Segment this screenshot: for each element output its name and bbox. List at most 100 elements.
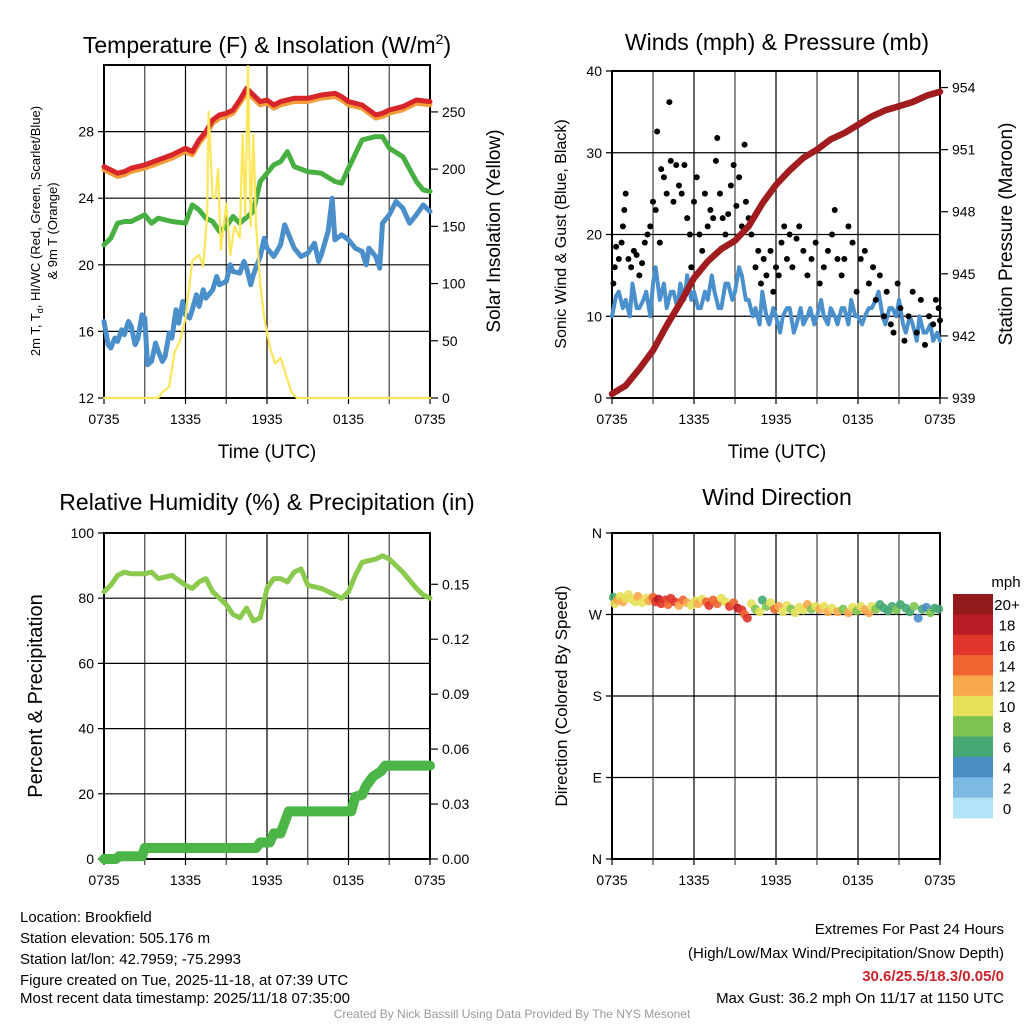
x-tick-label: 1935 bbox=[760, 872, 791, 888]
gust-point bbox=[699, 247, 706, 254]
wind-direction-point bbox=[909, 601, 919, 611]
x-tick-label: 0135 bbox=[842, 872, 873, 888]
gust-point bbox=[773, 264, 779, 271]
colorbar-label: 20+ bbox=[994, 597, 1020, 614]
y2-tick-label: 948 bbox=[952, 204, 976, 220]
wind-direction-y-label: Direction (Colored By Speed) bbox=[552, 585, 571, 806]
gust-point bbox=[684, 215, 691, 222]
temperature-chart-title: Temperature (F) & Insolation (W/m2) bbox=[83, 31, 451, 58]
gust-point bbox=[710, 215, 717, 222]
td-line bbox=[101, 134, 433, 248]
gust-point bbox=[808, 256, 815, 263]
extremes-values: 30.6/25.5/18.3/0.05/0 bbox=[862, 968, 1004, 985]
y-tick-label: 80 bbox=[78, 590, 94, 606]
wind-direction-plot: N E S W N 0735 1335 1935 0135 0735 bbox=[589, 525, 956, 888]
gust-point bbox=[841, 256, 848, 263]
y-tick-label: S bbox=[593, 688, 602, 704]
colorbar-label: 18 bbox=[999, 618, 1016, 635]
gust-point bbox=[741, 141, 748, 148]
gust-point bbox=[883, 288, 890, 295]
colorbar-swatch bbox=[953, 655, 993, 676]
gust-point bbox=[755, 247, 762, 254]
y2-tick-label: 250 bbox=[442, 104, 466, 120]
y-tick-label: 16 bbox=[78, 323, 94, 339]
y-tick-label: W bbox=[589, 607, 603, 623]
max-gust-text: Max Gust: 36.2 mph On 11/17 at 1150 UTC bbox=[716, 990, 1004, 1007]
gust-point bbox=[686, 231, 693, 238]
gust-point bbox=[917, 296, 924, 303]
gust-point bbox=[887, 321, 894, 328]
y-tick-label: 0 bbox=[86, 851, 94, 867]
y2-tick-label: 0 bbox=[442, 390, 450, 406]
gust-point bbox=[636, 272, 643, 279]
extremes-legend: (High/Low/Max Wind/Precipitation/Snow De… bbox=[688, 945, 1004, 962]
gust-point bbox=[673, 162, 680, 169]
wind-direction-point bbox=[755, 607, 765, 617]
gust-point bbox=[829, 231, 836, 238]
x-tick-label: 0735 bbox=[596, 872, 627, 888]
y-tick-label: 40 bbox=[78, 721, 94, 737]
gust-point bbox=[714, 135, 721, 142]
y-tick-label: 30 bbox=[586, 145, 602, 161]
gust-point bbox=[663, 190, 670, 197]
gust-point bbox=[622, 190, 629, 197]
plot-frame bbox=[103, 64, 431, 399]
gust-point bbox=[678, 190, 685, 197]
relative-humidity-line bbox=[101, 553, 433, 624]
gust-point bbox=[652, 206, 659, 213]
gust-point bbox=[831, 206, 838, 213]
temperature-plot: 12 16 20 24 28 0 50 100 150 200 250 0735 1335 1935 013… bbox=[78, 64, 466, 427]
y-tick-label: 20 bbox=[78, 786, 94, 802]
x-tick-label: 1335 bbox=[678, 872, 709, 888]
temperature-y-label-line2: & 9m T (Orange) bbox=[45, 182, 60, 279]
gust-point bbox=[625, 256, 632, 263]
gust-point bbox=[786, 231, 793, 238]
gust-point bbox=[767, 247, 774, 254]
y-tick-label: 20 bbox=[78, 257, 94, 273]
gust-point bbox=[716, 190, 723, 197]
gust-point bbox=[660, 174, 667, 181]
colorbar-swatch bbox=[953, 756, 993, 778]
plot-frame bbox=[103, 532, 431, 860]
gust-point bbox=[861, 247, 868, 254]
gust-point bbox=[804, 272, 811, 279]
gust-point bbox=[775, 272, 782, 279]
x-tick-label: 0735 bbox=[88, 411, 119, 427]
humidity-plot: 0 20 40 60 80 100 0.00 0.03 0.06 0.09 0.12 0.15 0735… bbox=[71, 525, 470, 888]
station-info: Location: Brookfield Station elevation: … bbox=[20, 909, 350, 1007]
y2-tick-label: 939 bbox=[952, 390, 976, 406]
y-tick-label: 100 bbox=[71, 525, 95, 541]
colorbar-swatch bbox=[953, 614, 993, 636]
wind-direction-chart-title: Wind Direction bbox=[702, 484, 852, 510]
gust-point bbox=[872, 296, 879, 303]
extremes-title: Extremes For Past 24 Hours bbox=[815, 921, 1004, 938]
gust-point bbox=[824, 247, 831, 254]
gust-point bbox=[658, 166, 665, 173]
x-tick-label: 0135 bbox=[333, 872, 364, 888]
gust-point bbox=[757, 280, 764, 287]
gust-point bbox=[752, 264, 759, 271]
figure-created-text: Figure created on Tue, 2025-11-18, at 07… bbox=[20, 972, 348, 989]
y-tick-label: E bbox=[593, 770, 602, 786]
y2-tick-label: 100 bbox=[442, 276, 466, 292]
gust-point bbox=[834, 256, 841, 263]
y2-tick-label: 0.15 bbox=[442, 576, 469, 592]
gust-point bbox=[783, 256, 790, 263]
colorbar-label: 10 bbox=[999, 699, 1016, 716]
y-tick-label: 12 bbox=[78, 390, 94, 406]
y-tick-label: N bbox=[592, 525, 602, 541]
colorbar-label: 4 bbox=[1003, 760, 1011, 777]
extremes-info: Extremes For Past 24 Hours (High/Low/Max… bbox=[688, 921, 1004, 1007]
gust-point bbox=[789, 264, 796, 271]
gust-point bbox=[812, 239, 819, 246]
colorbar-label: 0 bbox=[1003, 801, 1011, 818]
gust-point bbox=[793, 235, 800, 242]
gust-point bbox=[628, 264, 635, 271]
gust-point bbox=[876, 272, 883, 279]
y-tick-label: 40 bbox=[586, 63, 602, 79]
gust-point bbox=[763, 272, 770, 279]
gust-point bbox=[615, 256, 622, 263]
colorbar-label: 14 bbox=[999, 658, 1016, 675]
gust-point bbox=[621, 206, 628, 213]
